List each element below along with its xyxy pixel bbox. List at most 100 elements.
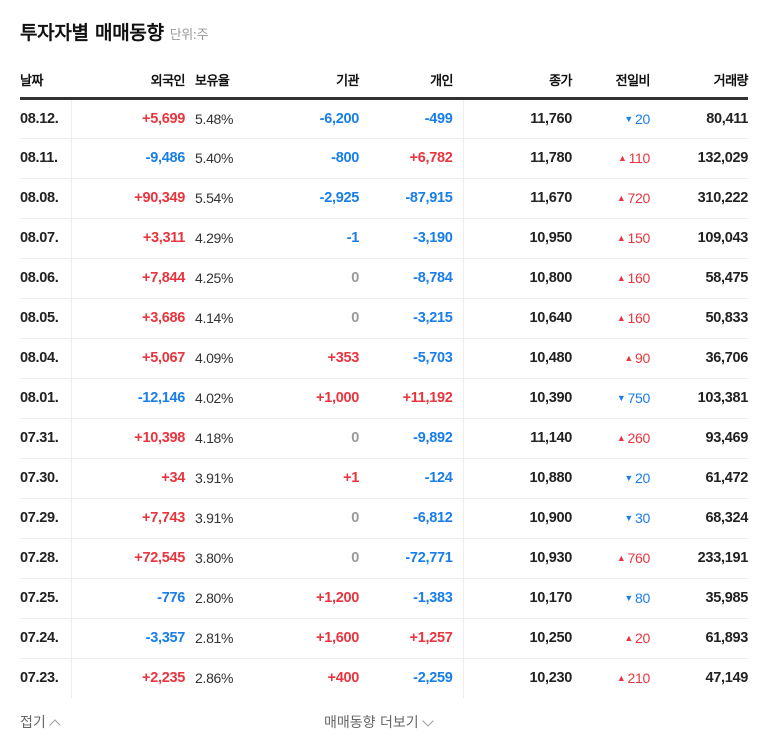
fold-label: 접기 [20,715,46,731]
individual-net-cell: -5,703 [359,338,464,379]
unit-label: 단위:주 [169,28,209,43]
holding-ratio-cell: 2.86% [195,670,234,687]
institution-net-cell: +353 [255,338,359,379]
change-cell: ▲ 150 [572,218,651,259]
institution-net-cell: -1 [255,218,359,259]
change-cell: ▲ 720 [572,178,650,219]
chevron-up-icon [49,718,61,731]
change-cell: ▲ 90 [572,338,650,379]
change-value: 210 [627,670,651,687]
foreign-net-cell: +72,545 [71,538,185,579]
volume-cell: 233,191 [650,538,748,579]
date-cell: 07.23. [20,658,72,698]
change-cell: ▼ 30 [572,498,650,539]
change-value: 750 [627,390,651,406]
change-value: 20 [635,630,650,646]
close-price-cell: 10,950 [463,218,572,259]
holding-ratio-cell: 4.14% [185,298,255,339]
institution-net-cell: +1,000 [255,378,359,419]
up-triangle-icon: ▲ [616,673,626,684]
close-price-cell: 10,480 [463,338,572,379]
volume-cell: 93,469 [650,418,748,459]
change-value: 150 [627,230,651,246]
date-cell: 07.29. [20,498,72,539]
change-value: 20 [635,470,650,486]
change-value: 110 [628,150,651,166]
volume-cell: 68,324 [650,498,748,539]
down-triangle-icon: ▼ [624,473,634,483]
change-value: 760 [627,550,651,566]
volume-cell: 109,043 [650,218,748,259]
table-row: 08.01. -12,146 4.02% +1,000 +11,192 10,390 ▼ 75… [20,378,748,419]
foreign-net-cell: +34 [71,458,185,499]
date-cell: 08.07. [20,218,72,259]
foreign-net-cell: +2,235 [142,670,185,687]
up-triangle-icon: ▲ [616,433,626,443]
individual-net-cell: -8,784 [359,258,464,299]
close-price-cell: 10,880 [463,458,572,499]
col-foreign: 외국인 [71,64,186,100]
close-price-cell: 10,230 [529,670,572,687]
date-cell: 07.30. [20,458,72,499]
volume-cell: 61,893 [650,618,748,659]
more-label: 매매동향 더보기 [324,715,419,731]
foreign-net-cell: +10,398 [71,418,185,459]
change-cell: ▲ 160 [572,258,650,299]
individual-net-cell: -87,915 [359,178,464,219]
table-row: 07.29. +7,743 3.91% 0 -6,812 10,900 ▼ 30 68,324 [20,498,748,539]
institution-net-cell: 0 [255,258,359,299]
date-cell: 08.11. [20,138,72,179]
holding-ratio-cell: 4.25% [185,258,255,299]
table-header-row: 날짜 외국인 보유율 기관 개인 종가 전일비 거래량 [20,64,749,100]
institution-net-cell: -2,925 [255,178,359,219]
table-row: 08.06. +7,844 4.25% 0 -8,784 10,800 ▲ 160 58,475 [20,258,748,299]
col-individual: 개인 [359,64,463,100]
table-row: 07.25. -776 2.80% +1,200 -1,383 10,170 ▼ 80 35,9… [20,578,748,619]
col-change: 전일비 [572,64,651,100]
foreign-net-cell: +7,844 [71,258,185,299]
institution-net-cell: +1,200 [255,578,359,619]
date-cell: 08.04. [20,338,72,379]
up-triangle-icon: ▲ [617,153,627,163]
up-triangle-icon: ▲ [616,553,626,563]
date-cell: 08.08. [20,178,72,219]
change-cell: ▼ 80 [572,578,650,619]
individual-net-cell: -2,259 [359,658,464,698]
table-row: 08.11. -9,486 5.40% -800 +6,782 11,780 ▲ 110 132… [20,138,748,179]
change-cell: ▼ 20 [572,458,650,499]
change-value: 30 [635,510,650,526]
institution-net-cell: -800 [255,138,359,179]
close-price-cell: 10,930 [463,538,572,579]
individual-net-cell: -3,215 [359,298,464,339]
volume-cell: 310,222 [650,178,748,219]
holding-ratio-cell: 3.91% [185,498,255,539]
date-cell: 07.25. [20,578,72,619]
fold-button[interactable]: 접기 [20,712,61,732]
holding-ratio-cell: 2.81% [185,618,255,659]
holding-ratio-cell: 5.54% [185,178,255,219]
holding-ratio-cell: 3.80% [185,538,255,579]
individual-net-cell: -9,892 [359,418,464,459]
col-volume: 거래량 [650,64,749,100]
change-value: 260 [627,430,651,446]
change-cell: ▼ 750 [572,378,651,419]
individual-net-cell: -1,383 [359,578,464,619]
individual-net-cell: +6,782 [359,138,464,179]
down-triangle-icon: ▼ [624,513,634,523]
up-triangle-icon: ▲ [616,313,626,323]
foreign-net-cell: +5,067 [71,338,185,379]
more-trading-button[interactable]: 매매동향 더보기 [324,712,434,732]
volume-cell: 132,029 [650,138,748,179]
foreign-net-cell: +90,349 [71,178,185,219]
close-price-cell: 10,250 [463,618,572,659]
holding-ratio-cell: 4.18% [185,418,255,459]
volume-cell: 61,472 [650,458,748,499]
individual-net-cell: -72,771 [359,538,464,579]
institution-net-cell: 0 [255,298,359,339]
date-cell: 07.28. [20,538,72,579]
col-institution: 기관 [255,64,360,100]
holding-ratio-cell: 4.29% [185,218,255,259]
institution-net-cell: -6,200 [255,98,359,139]
close-price-cell: 10,640 [463,298,572,339]
holding-ratio-cell: 4.02% [185,378,255,419]
